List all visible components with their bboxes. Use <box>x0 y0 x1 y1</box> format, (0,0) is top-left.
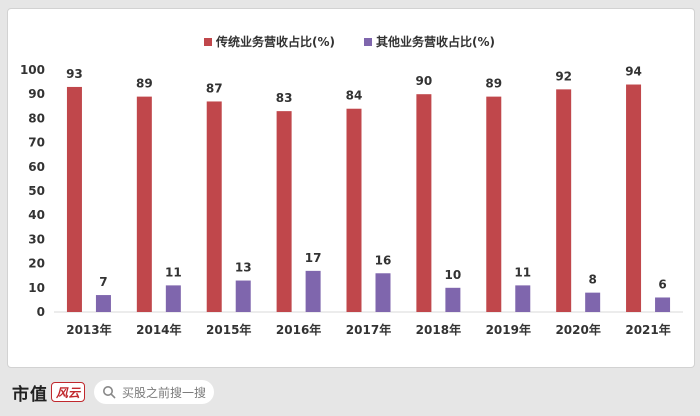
data-label: 7 <box>99 275 107 289</box>
brand-mark: 风云 <box>51 382 86 402</box>
legend-label: 其他业务营收占比(%) <box>376 34 495 49</box>
search-icon <box>103 386 116 399</box>
chart-card: 0 10 20 30 40 50 60 70 80 90 100 93 7 2013年 89 11 2014年 8… <box>7 8 695 368</box>
data-label: 89 <box>485 77 502 91</box>
bar-other <box>95 295 111 312</box>
data-label: 94 <box>625 65 642 79</box>
bar-other <box>515 285 531 312</box>
x-tick-label: 2020年 <box>555 322 600 337</box>
bar-traditional <box>136 96 152 313</box>
data-label: 83 <box>276 91 293 105</box>
data-label: 89 <box>136 77 153 91</box>
y-tick-label: 20 <box>28 257 45 271</box>
data-label: 93 <box>66 67 83 81</box>
data-label: 10 <box>445 268 462 282</box>
bar-other <box>235 280 251 312</box>
y-tick-label: 80 <box>28 111 45 125</box>
data-label: 11 <box>165 265 182 279</box>
legend-swatch-traditional <box>204 38 212 46</box>
data-label: 87 <box>206 81 223 95</box>
y-tick-label: 90 <box>28 87 45 101</box>
bar-other <box>655 297 671 312</box>
data-label: 16 <box>375 253 392 267</box>
y-tick-label: 60 <box>28 160 45 174</box>
bar-traditional <box>346 108 362 312</box>
legend-label: 传统业务营收占比(%) <box>215 34 335 49</box>
legend-swatch-other <box>364 38 372 46</box>
y-tick-label: 10 <box>28 281 45 295</box>
x-tick-label: 2015年 <box>206 322 251 337</box>
data-label: 11 <box>514 265 531 279</box>
bar-chart: 0 10 20 30 40 50 60 70 80 90 100 93 7 2013年 89 11 2014年 8… <box>20 34 683 337</box>
y-tick-label: 70 <box>28 136 45 150</box>
bar-traditional <box>486 96 502 313</box>
bar-other <box>165 285 181 312</box>
y-tick-label: 50 <box>28 184 45 198</box>
x-tick-label: 2014年 <box>136 322 181 337</box>
x-tick-label: 2021年 <box>625 322 670 337</box>
bar-traditional <box>626 84 642 313</box>
bar-traditional <box>416 94 432 312</box>
data-label: 8 <box>588 273 596 287</box>
bar-traditional <box>66 86 82 312</box>
x-tick-label: 2013年 <box>66 322 111 337</box>
bar-traditional <box>206 101 222 313</box>
y-tick-label: 30 <box>28 232 45 246</box>
brand-logo: 市值 风云 <box>12 382 86 405</box>
bar-other <box>445 287 461 312</box>
search-placeholder: 买股之前搜一搜 <box>122 385 207 400</box>
y-tick-label: 100 <box>20 63 45 77</box>
bar-other <box>305 270 321 312</box>
data-label: 92 <box>555 69 572 83</box>
footer-bar: 市值 风云 买股之前搜一搜 <box>0 368 700 416</box>
bar-traditional <box>556 89 572 312</box>
x-tick-label: 2017年 <box>346 322 391 337</box>
data-label: 17 <box>305 251 322 265</box>
data-label: 6 <box>658 277 666 291</box>
data-label: 13 <box>235 261 252 275</box>
y-tick-label: 0 <box>37 305 45 319</box>
data-label: 90 <box>416 74 433 88</box>
brand-name: 市值 <box>12 384 48 405</box>
bar-other <box>375 273 391 312</box>
data-label: 84 <box>346 89 363 103</box>
y-tick-label: 40 <box>28 208 45 222</box>
x-tick-label: 2016年 <box>276 322 321 337</box>
bar-traditional <box>276 111 292 312</box>
x-tick-label: 2018年 <box>416 322 461 337</box>
search-box[interactable]: 买股之前搜一搜 <box>94 380 214 404</box>
bar-other <box>585 292 601 312</box>
x-tick-label: 2019年 <box>486 322 531 337</box>
